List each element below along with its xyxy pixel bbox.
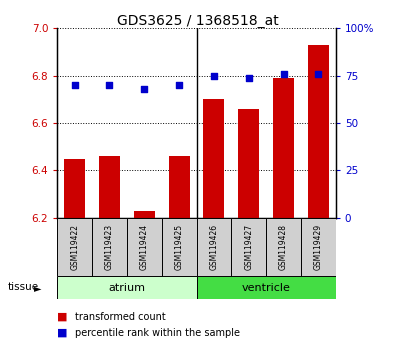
Bar [92, 218, 127, 276]
Bar [127, 218, 162, 276]
Bar [57, 218, 92, 276]
Bar [169, 156, 190, 218]
Text: GDS3625 / 1368518_at: GDS3625 / 1368518_at [117, 14, 278, 28]
Bar [99, 156, 120, 218]
Point [71, 82, 78, 88]
Text: GSM119423: GSM119423 [105, 224, 114, 270]
Point [141, 86, 147, 92]
Point [176, 82, 182, 88]
Bar [197, 218, 231, 276]
Text: ventricle: ventricle [242, 282, 291, 293]
Bar [64, 159, 85, 218]
Bar [301, 218, 336, 276]
Point [211, 73, 217, 79]
Bar [266, 218, 301, 276]
Bar [238, 109, 259, 218]
Text: transformed count: transformed count [75, 312, 166, 322]
Text: GSM119426: GSM119426 [209, 224, 218, 270]
Bar [57, 276, 197, 299]
Point [280, 71, 287, 76]
Text: ■: ■ [57, 328, 68, 338]
Text: percentile rank within the sample: percentile rank within the sample [75, 328, 240, 338]
Point [315, 71, 322, 76]
Bar [134, 211, 155, 218]
Bar [203, 99, 224, 218]
Bar [308, 45, 329, 218]
Text: GSM119428: GSM119428 [279, 224, 288, 270]
Text: atrium: atrium [108, 282, 145, 293]
Text: ►: ► [34, 284, 41, 293]
Bar [162, 218, 197, 276]
Text: ■: ■ [57, 312, 68, 322]
Text: GSM119422: GSM119422 [70, 224, 79, 270]
Text: GSM119425: GSM119425 [175, 224, 184, 270]
Text: tissue: tissue [8, 282, 39, 292]
Text: GSM119429: GSM119429 [314, 224, 323, 270]
Bar [197, 276, 336, 299]
Text: GSM119427: GSM119427 [244, 224, 253, 270]
Text: GSM119424: GSM119424 [140, 224, 149, 270]
Bar [273, 78, 294, 218]
Point [246, 75, 252, 80]
Bar [231, 218, 266, 276]
Point [106, 82, 113, 88]
